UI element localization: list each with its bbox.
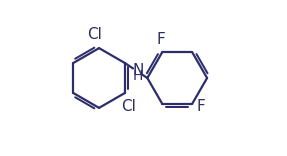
Text: Cl: Cl (121, 99, 135, 114)
Text: Cl: Cl (87, 27, 102, 42)
Text: N: N (132, 63, 144, 78)
Text: H: H (133, 69, 143, 83)
Text: F: F (156, 32, 165, 47)
Text: F: F (196, 99, 205, 114)
